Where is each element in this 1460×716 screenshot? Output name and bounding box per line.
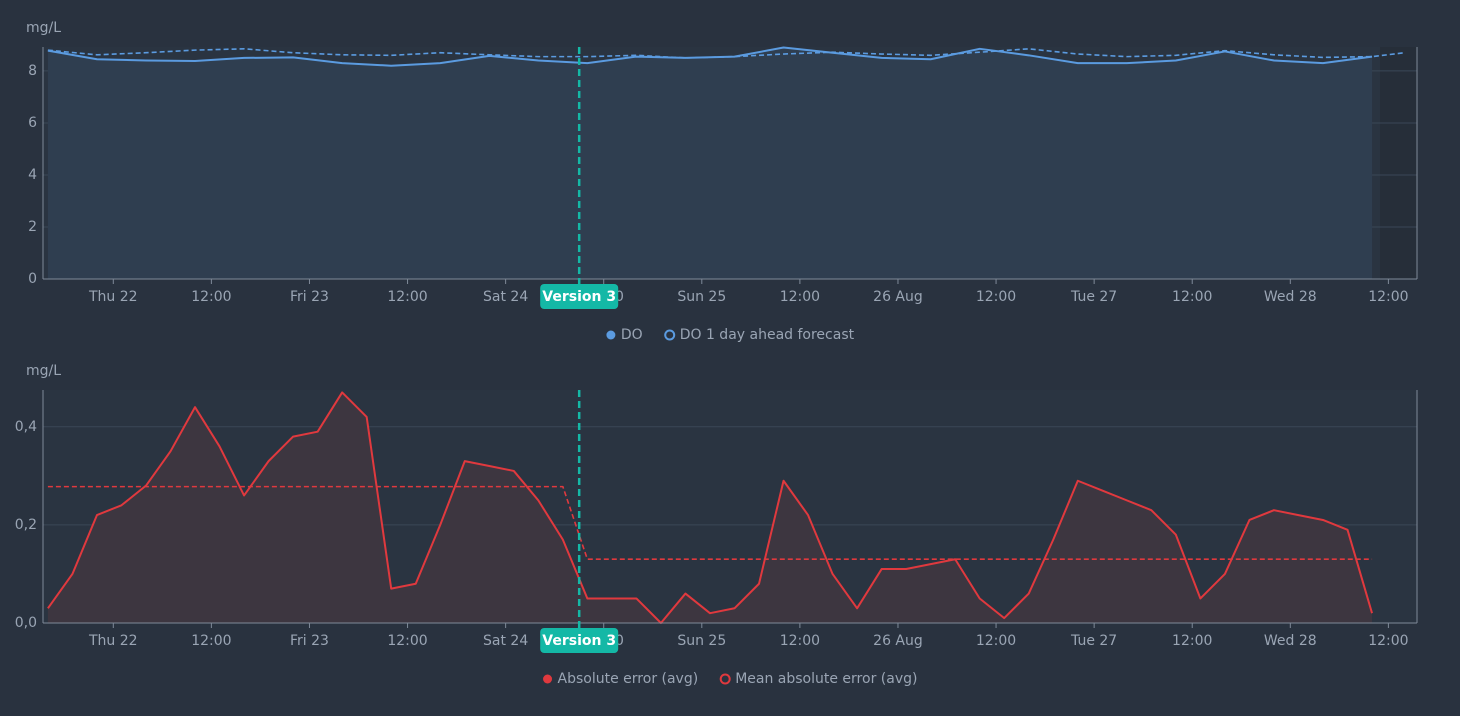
- x-tick-label: 12:00: [780, 633, 820, 649]
- x-tick-label: 12:00: [387, 289, 427, 305]
- x-tick-label: 12:00: [976, 633, 1016, 649]
- x-tick-label: Tue 27: [1070, 289, 1117, 305]
- x-tick-label: Sun 25: [677, 289, 726, 305]
- legend-marker: [719, 673, 731, 685]
- chart: mg/L 0 2 4 6 8 Thu 22 12:00 Fri 23 12:00 Sat 24 12:…: [26, 20, 1418, 343]
- x-tick-label: Sat 24: [483, 289, 528, 305]
- version-label: Version 3: [542, 633, 616, 649]
- x-tick-label: Wed 28: [1264, 289, 1317, 305]
- x-tick-label: 12:00: [387, 633, 427, 649]
- series-line: [47, 485, 1373, 561]
- x-tick-label: 12:00: [1368, 289, 1408, 305]
- future-region: [1380, 47, 1417, 279]
- y-tick-label: 0,4: [15, 419, 37, 435]
- y-tick-label: 2: [28, 219, 37, 235]
- x-tick-label: 12:00: [780, 289, 820, 305]
- series-line: [47, 48, 1405, 59]
- legend-label: Absolute error (avg): [558, 671, 699, 687]
- x-tick-label: Thu 22: [88, 633, 138, 649]
- x-tick-label: Fri 23: [290, 633, 329, 649]
- y-axis-label: mg/L: [26, 20, 61, 36]
- legend: DO DO 1 day ahead forecast: [606, 327, 855, 343]
- x-tick-label: Wed 28: [1264, 633, 1317, 649]
- x-tick-label: Sat 24: [483, 633, 528, 649]
- version-badge: [540, 628, 619, 653]
- legend-marker: [543, 674, 553, 684]
- x-tick-label: Sun 25: [677, 633, 726, 649]
- legend-label: DO 1 day ahead forecast: [680, 327, 855, 343]
- legend-marker: [606, 330, 616, 340]
- x-tick-label: 26 Aug: [873, 289, 923, 305]
- series-area: [47, 392, 1373, 623]
- x-tick-label: Tue 27: [1070, 633, 1117, 649]
- x-tick-label: 12:00: [191, 289, 231, 305]
- y-tick-label: 0,0: [15, 615, 37, 631]
- version-label: Version 3: [542, 289, 616, 305]
- x-tick-label: 12:00: [976, 289, 1016, 305]
- series-area: [47, 47, 1373, 280]
- version-badge: [540, 284, 619, 309]
- x-tick-label: 12:00: [1172, 633, 1212, 649]
- legend-label: DO: [621, 327, 643, 343]
- y-tick-label: 8: [28, 63, 37, 79]
- series-line: [47, 391, 1373, 624]
- legend: Absolute error (avg) Mean absolute error …: [543, 671, 917, 687]
- legend-marker: [664, 329, 676, 341]
- x-tick-label: 12:00: [1368, 633, 1408, 649]
- series-line: [47, 46, 1373, 67]
- x-tick-label: 12:00: [191, 633, 231, 649]
- x-tick-label: Fri 23: [290, 289, 329, 305]
- x-tick-label: Thu 22: [88, 289, 138, 305]
- y-tick-label: 4: [28, 167, 37, 183]
- legend-label: Mean absolute error (avg): [735, 671, 917, 687]
- chart: mg/L 0,0 0,2 0,4 Thu 22 12:00 Fri 23 12:00 Sat 2…: [15, 363, 1418, 687]
- x-tick-label: 26 Aug: [873, 633, 923, 649]
- x-tick-label: 12:00: [1172, 289, 1212, 305]
- y-tick-label: 0: [28, 271, 37, 287]
- y-axis-label: mg/L: [26, 363, 61, 379]
- y-tick-label: 0,2: [15, 517, 37, 533]
- y-tick-label: 6: [28, 115, 37, 131]
